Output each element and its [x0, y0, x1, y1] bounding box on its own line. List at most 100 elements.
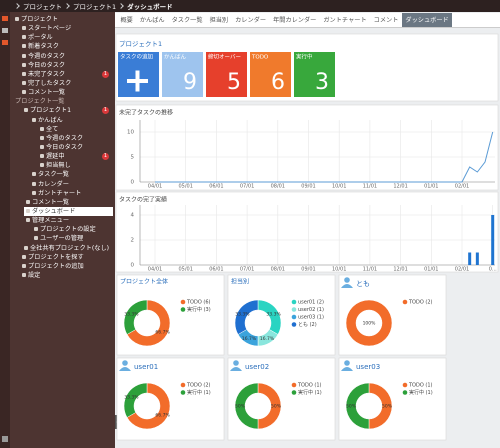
nav-item[interactable]: ユーザーの管理	[32, 234, 113, 243]
nav-label: プロジェクトを探す	[28, 253, 84, 261]
legend-swatch	[291, 307, 297, 312]
nav-item[interactable]: 今週のタスク	[20, 52, 113, 61]
nav-icon	[34, 227, 38, 232]
legend-swatch	[291, 382, 297, 388]
x-tick-label: 01/01	[424, 184, 438, 190]
x-tick-label: 0...	[489, 267, 497, 273]
nav-item[interactable]: プロジェクト	[13, 15, 113, 24]
nav-item[interactable]: 遅延中 1	[38, 152, 113, 161]
nav-item[interactable]: ガントチャート	[30, 189, 113, 198]
nav-item[interactable]: 管理メニュー	[24, 216, 113, 225]
tile[interactable]	[250, 52, 291, 97]
nav-icon	[26, 208, 30, 213]
donut-slice	[123, 382, 148, 418]
tile-value: 9	[183, 70, 197, 95]
nav-item[interactable]: 未完了タスク 1	[20, 70, 113, 79]
nav-label: ユーザーの管理	[40, 235, 84, 243]
donut-value-label: 33.3%	[235, 311, 250, 317]
nav-item[interactable]: スタートページ	[20, 24, 113, 33]
tab[interactable]: ガントチャート	[323, 17, 367, 24]
y-tick-label: 4	[131, 213, 135, 219]
badge: 1	[102, 70, 109, 78]
nav-label: ガントチャート	[38, 189, 82, 197]
donut-value-label: 33.3%	[124, 394, 139, 400]
nav-item[interactable]: ポータル	[20, 33, 113, 42]
bar	[491, 215, 495, 265]
nav-item[interactable]: タスク一覧	[30, 170, 113, 179]
x-tick-label: 11/01	[363, 184, 377, 190]
nav-item[interactable]: かんばん	[30, 116, 113, 125]
nav-icon	[26, 218, 30, 223]
nav-item[interactable]: 今週のタスク	[38, 134, 113, 143]
icon	[2, 436, 8, 442]
nav-item[interactable]: プロジェクトの追加	[20, 262, 113, 271]
nav-icon	[40, 163, 44, 168]
y-tick-label: 5	[131, 155, 135, 161]
nav-label: スタートページ	[28, 25, 72, 33]
tab[interactable]: 概要	[120, 17, 133, 24]
nav-item[interactable]: プロジェクトの設定	[32, 225, 113, 234]
nav-item[interactable]: プロジェクト一覧	[13, 97, 113, 106]
tile-value: 5	[227, 70, 241, 95]
nav-item[interactable]: 全て	[38, 125, 113, 134]
nav-item[interactable]: カレンダー	[30, 180, 113, 189]
nav-item[interactable]: 今日のタスク	[38, 143, 113, 152]
nav-icon	[40, 135, 44, 140]
nav-icon	[22, 44, 26, 49]
nav-label: 今週のタスク	[46, 134, 84, 142]
user-icon-head	[344, 360, 350, 366]
dashboard: プロジェクト1 タスクの追加 かんばん 9 締切オーバー 5 TODO 6 実行中 3 未完了タスク…	[115, 33, 499, 441]
tile[interactable]	[294, 52, 335, 97]
legend-label: user02 (1)	[298, 307, 324, 313]
breadcrumb-item[interactable]: プロジェクト1	[73, 3, 117, 11]
nav-label: 今日のタスク	[28, 61, 66, 69]
tile[interactable]	[206, 52, 247, 97]
tile-label: TODO	[251, 55, 269, 61]
nav-item[interactable]: プロジェクトを探す	[20, 253, 113, 262]
tab[interactable]: ダッシュボード	[401, 13, 453, 27]
nav-icon	[32, 190, 36, 195]
breadcrumb-bar: プロジェクト プロジェクト1 ダッシュボード	[0, 0, 500, 12]
tab[interactable]: カレンダー	[235, 17, 267, 24]
legend-label: TODO (1)	[408, 383, 432, 389]
nav-icon	[22, 62, 26, 67]
nav-item[interactable]: 完了したタスク	[20, 79, 113, 88]
tab[interactable]: タスク一覧	[171, 17, 203, 24]
nav-item[interactable]: 全社共有プロジェクト(なし)	[22, 244, 113, 253]
tab[interactable]: 担当別	[209, 17, 229, 24]
donut-slice	[368, 382, 393, 430]
nav-item[interactable]: コメント一覧	[24, 198, 113, 207]
icon	[2, 28, 8, 33]
nav-item[interactable]: ダッシュボード	[24, 206, 113, 216]
nav-item[interactable]: プロジェクト1 1	[22, 106, 113, 115]
nav-item[interactable]: 新着タスク	[20, 42, 113, 51]
x-tick-label: 10/01	[332, 184, 346, 190]
nav-item[interactable]: コメント一覧	[20, 88, 113, 97]
nav-icon	[22, 53, 26, 58]
nav-item[interactable]: 今日のタスク	[20, 61, 113, 70]
x-tick-label: 09/01	[301, 184, 315, 190]
donut-slice	[126, 382, 171, 430]
donut-value-label: 66.7%	[155, 413, 170, 419]
legend-label: TODO (1)	[297, 383, 321, 389]
tab[interactable]: 年間カレンダー	[273, 17, 317, 24]
nav-icon	[34, 236, 38, 241]
breadcrumb-item[interactable]: プロジェクト	[23, 3, 62, 11]
legend-label: とも (2)	[298, 322, 317, 328]
tab[interactable]: かんばん	[139, 17, 165, 24]
x-tick-label: 02/01	[455, 184, 469, 190]
nav-label: かんばん	[38, 116, 63, 124]
legend-label: TODO (2)	[408, 300, 432, 306]
donut-value-label: 50%	[346, 404, 357, 410]
nav-icon	[22, 35, 26, 40]
tab[interactable]: コメント	[373, 17, 399, 24]
nav-item[interactable]: 担当無し	[38, 161, 113, 170]
breadcrumb-item[interactable]: ダッシュボード	[127, 3, 173, 11]
chart-title: タスクの完了実績	[119, 196, 167, 204]
icon	[2, 40, 8, 45]
legend-swatch	[291, 314, 297, 320]
nav-label: ポータル	[28, 34, 53, 42]
nav-item[interactable]: 設定	[20, 271, 113, 280]
donut-title: user03	[356, 363, 380, 371]
tile[interactable]	[162, 52, 203, 97]
